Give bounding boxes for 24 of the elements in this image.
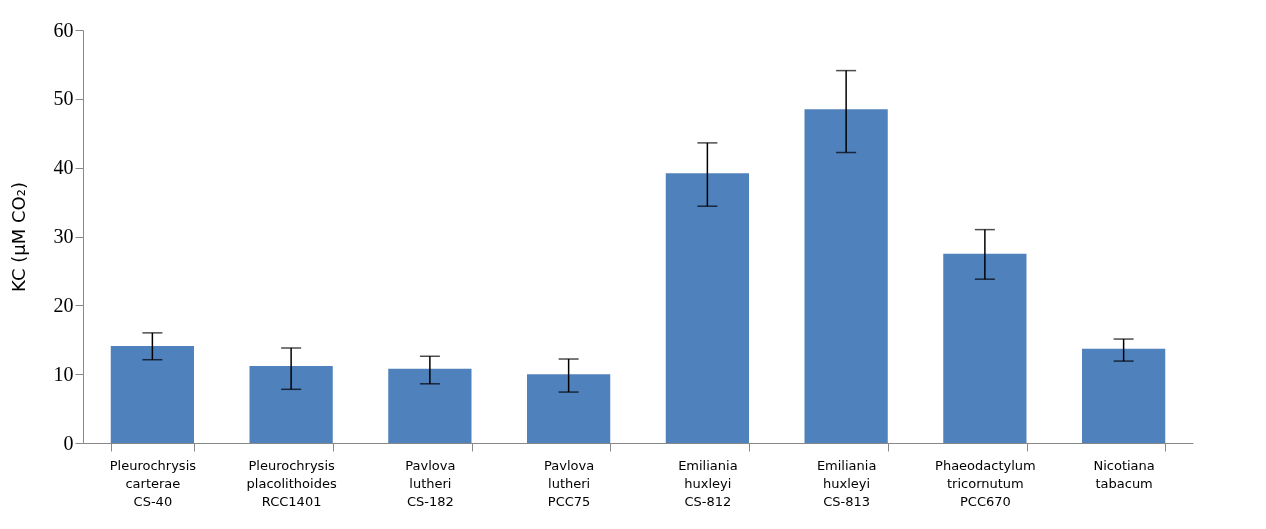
y-tick-label: 50 <box>53 87 74 110</box>
x-tick-label: Phaeodactylum tricornutum PCC670 <box>935 457 1036 509</box>
y-tick-label: 60 <box>53 18 74 41</box>
bar <box>249 365 333 443</box>
x-tick-label: Pleurochrysis placolithoides RCC1401 <box>246 457 337 509</box>
x-tick-label: Pavlova lutheri PCC75 <box>544 457 595 509</box>
y-tick-label: 20 <box>53 293 74 316</box>
bar <box>804 109 888 443</box>
x-tick-label: Nicotiana tabacum <box>1093 457 1155 491</box>
x-tick-label: Pleurochrysis carterae CS-40 <box>109 457 197 509</box>
y-tick-label: 10 <box>53 362 74 385</box>
bar <box>388 368 472 443</box>
x-tick-label: Pavlova lutheri CS-182 <box>405 457 456 509</box>
y-tick-label: 0 <box>63 431 74 454</box>
bar <box>943 253 1027 443</box>
y-tick-label: 40 <box>53 156 74 179</box>
y-axis-title: KC (μM CO₂) <box>7 182 29 292</box>
bar <box>527 374 611 443</box>
bar <box>1082 348 1166 443</box>
x-tick-label: Emiliania huxleyi CS-813 <box>816 457 877 509</box>
y-tick-label: 30 <box>53 225 74 247</box>
bar <box>110 345 194 443</box>
bar <box>665 173 749 443</box>
x-tick-label: Emiliania huxleyi CS-812 <box>678 457 738 509</box>
